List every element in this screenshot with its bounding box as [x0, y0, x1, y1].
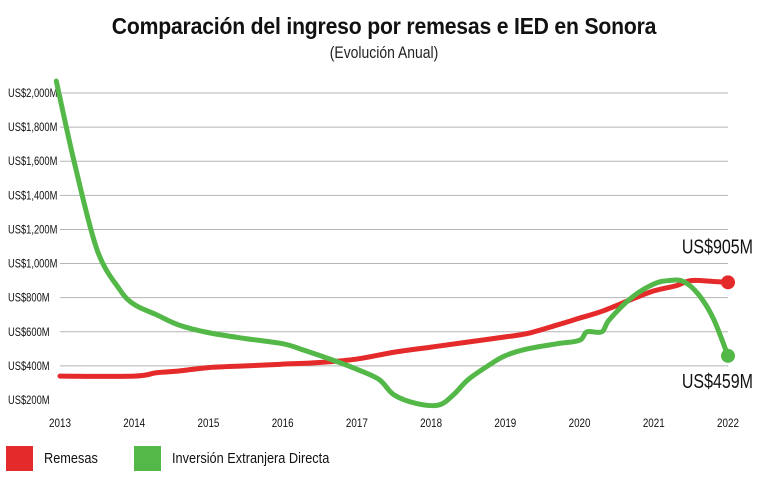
y-tick-label-1000: US$1,000M	[8, 258, 57, 271]
x-tick-label-2021: 2021	[643, 417, 665, 430]
y-tick-label-600: US$600M	[8, 326, 50, 339]
legend-item-ied: Inversión Extranjera Directa	[134, 445, 357, 471]
series-line-remesas	[57, 277, 731, 379]
end-marker-ied	[721, 348, 735, 363]
y-tick-label-200: US$200M	[8, 394, 50, 407]
x-tick-label-2019: 2019	[494, 417, 516, 430]
x-tick-label-2014: 2014	[123, 417, 145, 430]
series-line-ied	[53, 78, 731, 409]
x-tick-label-2018: 2018	[420, 417, 442, 430]
legend-swatch-remesas	[6, 445, 33, 471]
y-tick-label-400: US$400M	[8, 360, 50, 373]
end-label-ied: US$459M	[682, 370, 753, 392]
y-tick-label-800: US$800M	[8, 292, 50, 305]
x-tick-label-2020: 2020	[569, 417, 591, 430]
y-tick-label-1600: US$1,600M	[8, 155, 57, 168]
x-tick-label-2022: 2022	[717, 417, 739, 430]
y-tick-label-2000: US$2,000M	[8, 87, 57, 100]
chart-title: Comparación del ingreso por remesas e IE…	[111, 13, 657, 39]
x-tick-label-2013: 2013	[49, 417, 71, 430]
legend-label-remesas: Remesas	[44, 449, 98, 467]
legend-item-remesas: Remesas	[6, 445, 107, 471]
x-tick-label-2017: 2017	[346, 417, 368, 430]
chart-subtitle: (Evolución Anual)	[329, 43, 439, 62]
y-tick-label-1800: US$1,800M	[8, 121, 57, 134]
legend-label-ied: Inversión Extranjera Directa	[172, 449, 330, 467]
y-tick-label-1200: US$1,200M	[8, 223, 57, 236]
x-tick-label-2016: 2016	[272, 417, 294, 430]
legend-swatch-ied	[134, 445, 161, 471]
x-tick-label-2015: 2015	[198, 417, 220, 430]
end-marker-remesas	[721, 275, 735, 290]
end-label-remesas: US$905M	[682, 236, 753, 258]
y-tick-label-1400: US$1,400M	[8, 189, 57, 202]
